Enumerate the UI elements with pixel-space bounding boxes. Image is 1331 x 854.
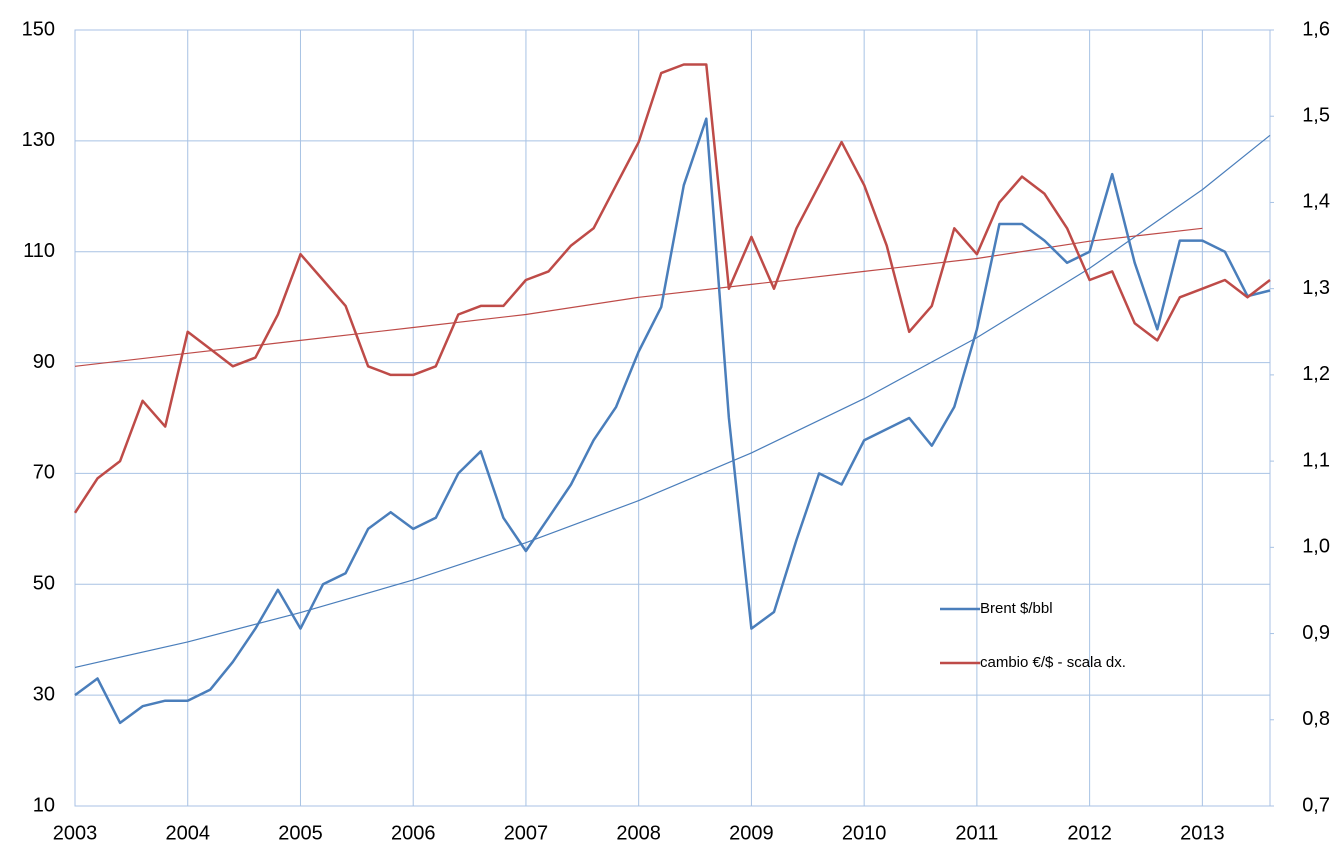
x-tick-label: 2006 [391, 822, 436, 844]
y-tick-label: 90 [33, 351, 55, 373]
x-tick-label: 2012 [1067, 822, 1112, 844]
y-tick-label: 10 [33, 794, 55, 816]
y-tick-label: 50 [33, 573, 55, 595]
y-tick-label: 110 [23, 240, 55, 262]
y2-tick-label: 1,4 [1302, 191, 1330, 213]
y2-tick-label: 1,2 [1302, 363, 1330, 385]
y2-tick-label: 1,6 [1302, 18, 1330, 40]
y2-tick-label: 0,9 [1302, 622, 1330, 644]
y2-tick-label: 1,3 [1302, 277, 1330, 299]
data-line [74, 117, 1271, 725]
trend-line [74, 134, 1271, 668]
x-tick-label: 2005 [278, 822, 323, 844]
x-tick-label: 2013 [1180, 822, 1225, 844]
y-tick-label: 70 [33, 462, 55, 484]
x-tick-label: 2010 [842, 822, 887, 844]
x-tick-label: 2009 [729, 822, 774, 844]
x-tick-label: 2008 [616, 822, 661, 844]
plot-frame [74, 29, 1271, 807]
data-line [73, 63, 1271, 514]
y2-tick-label: 0,7 [1302, 794, 1330, 816]
x-tick-label: 2007 [504, 822, 549, 844]
y-tick-label: 30 [33, 683, 55, 705]
y-tick-label: 130 [22, 129, 55, 151]
x-tick-label: 2004 [165, 822, 210, 844]
y2-tick-label: 1,5 [1302, 105, 1330, 127]
legend-label: Brent $/bbl [980, 600, 1053, 617]
x-tick-label: 2011 [955, 822, 998, 844]
legend-label: cambio €/$ - scala dx. [980, 654, 1126, 671]
x-tick-label: 2003 [53, 822, 98, 844]
y2-tick-label: 1,0 [1302, 536, 1330, 558]
y-tick-label: 150 [22, 18, 55, 40]
y2-tick-label: 0,8 [1302, 708, 1330, 730]
y2-tick-label: 1,1 [1302, 449, 1330, 471]
